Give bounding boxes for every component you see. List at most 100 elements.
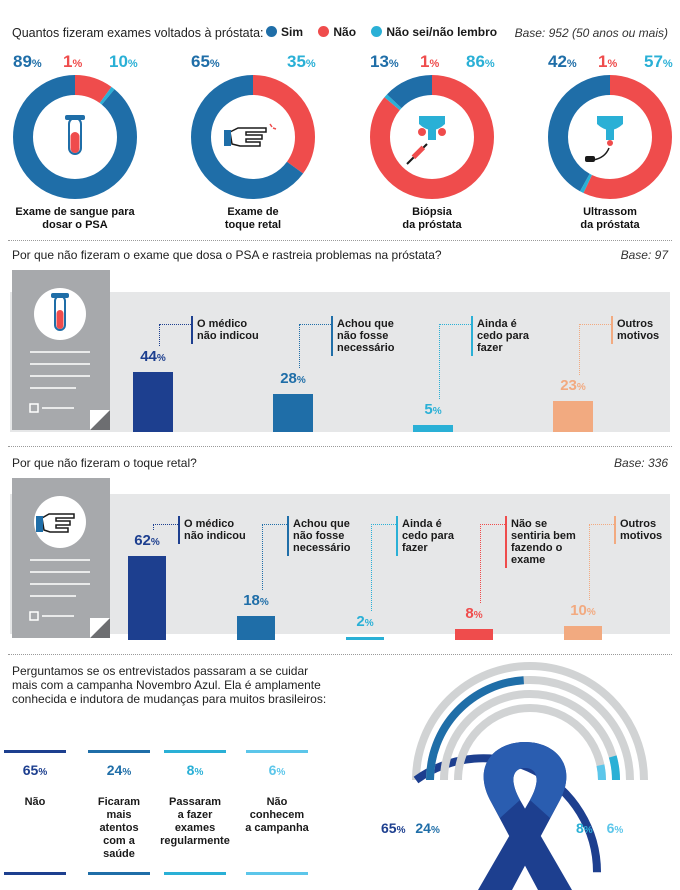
bar-outros-motivos (564, 626, 602, 640)
bar-label-line: não fosse (337, 330, 389, 342)
bar-label-rule (191, 316, 193, 344)
bar-leader-line (299, 324, 331, 325)
bar-label-achou-que-nao-fosse-necessario: Achou que não fosse necessário (293, 518, 350, 554)
legend-label-nao-sei: Não sei/não lembro (386, 25, 498, 39)
donut-value-nao: 1% (420, 52, 440, 71)
donut-value-nao-sei-nao-lembro: 10% (109, 52, 138, 71)
donut-caption-exame-de-sangue-para-dosar-o-psa: Exame de sangue para dosar o PSA (0, 206, 155, 232)
donut-value-nao-sei-nao-lembro: 57% (644, 52, 673, 71)
stat-value-nao: 65% (22, 762, 48, 778)
bar-label-outros-motivos: Outros motivos (620, 518, 662, 542)
section1-title: Quantos fizeram exames voltados à prósta… (12, 26, 264, 40)
stat-top-rule-nao-conhecem-a-campanha (246, 750, 308, 753)
donut-caption-ultrassom-da-prostata: Ultrassom da próstata (530, 206, 680, 232)
bar-leader-line (480, 524, 505, 525)
stat-top-rule-ficaram-mais-atentos-com-a-saude (88, 750, 150, 753)
bar-leader-line (159, 324, 191, 325)
bar-label-line: Outros (620, 518, 657, 530)
bar-value-outros-motivos: 23% (560, 376, 586, 394)
bar-label-outros-motivos: Outros motivos (617, 318, 659, 342)
bar-achou-que-nao-fosse-necessario (273, 393, 313, 432)
bar-leader-line (153, 524, 154, 530)
donut-value-sim: 89% (13, 52, 42, 71)
bar-value-o-medico-nao-indicou: 44% (140, 348, 166, 366)
ultrasound-probe-icon (585, 116, 623, 162)
bar-label-line: fazendo o (511, 542, 563, 554)
legend-swatch-sim (266, 26, 277, 37)
bar-label-line: exame (511, 554, 546, 566)
donut-slice-sim (370, 75, 494, 199)
arc-track-passaram-a-fazer-exames-regularmente (440, 690, 620, 781)
donut-values-exame-de-toque-retal: 65% 35% (183, 52, 323, 74)
bar-leader-line (371, 524, 372, 612)
chart-legend: Sim Não Não sei/não lembro (266, 25, 497, 39)
campaign-intro: Perguntamos se os entrevistados passaram… (12, 664, 326, 706)
bar-label-rule (611, 316, 613, 344)
bar-leader-line (579, 324, 580, 375)
legend-item-sim: Sim (266, 25, 303, 39)
bar-label-line: fazer (477, 342, 503, 354)
bar-leader-line (589, 524, 590, 601)
awareness-ribbon-icon (478, 742, 572, 890)
bar-leader-line (262, 524, 263, 590)
divider-3 (8, 654, 672, 655)
legend-swatch-nao-sei (371, 26, 383, 37)
donut-exame-de-toque-retal (191, 75, 315, 199)
arc-nao-conhecem-a-campanha (596, 764, 606, 781)
stat-label-ficaram-mais-atentos-com-a-saude: Ficaram mais atentos com a saúde (84, 796, 154, 861)
bar-o-medico-nao-indicou (128, 555, 166, 640)
bar-ainda-e-cedo-para-fazer (413, 425, 453, 432)
donut-caption-line: Exame de sangue para (15, 206, 135, 218)
stat-label-line: Não (266, 796, 288, 808)
donut-biopsia-da-prostata (370, 75, 494, 199)
donut-caption-biopsia-da-prostata: Biópsia da próstata (352, 206, 512, 232)
bar-label-line: O médico (184, 518, 235, 530)
pointing-hand-icon (224, 123, 277, 147)
donut-value-sim: 13% (370, 52, 399, 71)
campaign-intro-line-2: mais com a campanha Novembro Azul. Ela é… (12, 678, 321, 692)
ribbon-pct-atentos: 24% (415, 820, 440, 836)
arc-track-nao-conhecem-a-campanha (454, 704, 606, 781)
stat-label-nao: Não (0, 796, 70, 809)
legend-label-nao: Não (333, 25, 357, 39)
divider-1 (8, 240, 672, 241)
campaign-arcs-chart (412, 662, 648, 890)
pointing-hand-card-icon (29, 496, 110, 638)
ribbon-pct-nao-conhecem: 6% (606, 820, 624, 836)
stat-label-nao-conhecem-a-campanha: Não conhecem a campanha (242, 796, 312, 835)
donut-slice-sim (191, 75, 315, 199)
donut-caption-exame-de-toque-retal: Exame de toque retal (173, 206, 333, 232)
bar-label-rule (287, 516, 289, 556)
donut-value-nao: 1% (63, 52, 83, 71)
stat-label-line: mais (106, 809, 132, 821)
bar-label-rule (505, 516, 507, 568)
bar-label-line: fazer (402, 542, 428, 554)
bar-label-line: Não se (511, 518, 548, 530)
donut-value-nao-sei-nao-lembro: 35% (287, 52, 316, 71)
ribbon-pct-nao: 65% (381, 820, 406, 836)
legend-swatch-nao (318, 26, 330, 37)
toque-reasons-panel (10, 494, 670, 634)
legend-item-nao-sei: Não sei/não lembro (371, 25, 497, 39)
stat-label-line: com a (103, 835, 135, 847)
bar-leader-line (439, 324, 440, 400)
bar-leader-line (159, 324, 160, 347)
stat-bottom-rule-passaram-a-fazer-exames-regularmente (164, 872, 226, 875)
stat-label-line: conhecem (249, 809, 305, 821)
bar-label-rule (396, 516, 398, 556)
bar-label-ainda-e-cedo-para-fazer: Ainda é cedo para fazer (477, 318, 529, 354)
bar-label-line: necessário (337, 342, 395, 354)
bar-leader-line (589, 524, 614, 525)
bar-label-line: não fosse (293, 530, 345, 542)
donut-value-nao: 1% (598, 52, 618, 71)
stat-top-rule-nao (4, 750, 66, 753)
section3-title: Por que não fizeram o toque retal? (12, 456, 197, 470)
donut-value-sim: 42% (548, 52, 577, 71)
section2-title: Por que não fizeram o exame que dosa o P… (12, 248, 442, 262)
bar-label-nao-se-sentiria-bem-fazendo-o-exame: Não se sentiria bem fazendo o exame (511, 518, 576, 566)
campaign-intro-line-3: conhecida e indutora de mudanças para mu… (12, 692, 327, 706)
donut-caption-line: Ultrassom (583, 206, 637, 218)
bar-label-line: O médico (197, 318, 248, 330)
ribbon-right-labels: 8% 6% (576, 820, 623, 836)
bar-label-o-medico-nao-indicou: O médico não indicou (184, 518, 246, 542)
